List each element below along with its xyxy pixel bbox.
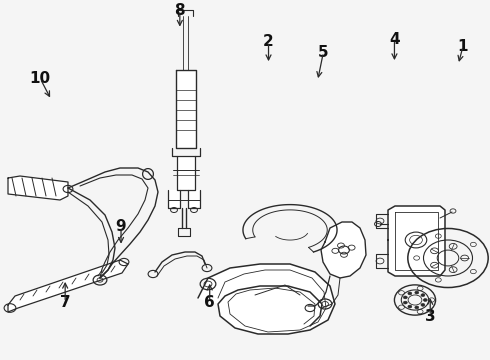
Text: 5: 5: [318, 45, 329, 60]
Polygon shape: [321, 222, 366, 278]
Circle shape: [415, 291, 419, 294]
Polygon shape: [388, 206, 445, 276]
Polygon shape: [8, 176, 68, 200]
Circle shape: [408, 292, 412, 295]
Text: 10: 10: [29, 71, 51, 86]
Polygon shape: [198, 264, 335, 334]
Polygon shape: [188, 190, 200, 208]
Polygon shape: [8, 260, 128, 312]
Circle shape: [403, 296, 407, 299]
Polygon shape: [168, 190, 180, 208]
Text: 1: 1: [458, 39, 468, 54]
Circle shape: [415, 306, 419, 309]
Circle shape: [421, 294, 425, 297]
Text: 4: 4: [389, 32, 400, 47]
Circle shape: [423, 298, 427, 301]
Text: 8: 8: [174, 3, 185, 18]
Circle shape: [408, 305, 412, 308]
Polygon shape: [176, 70, 196, 148]
Text: 2: 2: [263, 34, 274, 49]
Text: 6: 6: [204, 295, 215, 310]
Text: 7: 7: [60, 295, 71, 310]
Polygon shape: [177, 156, 195, 190]
Text: 3: 3: [425, 309, 436, 324]
Circle shape: [421, 303, 425, 306]
Circle shape: [403, 301, 407, 304]
Text: 9: 9: [116, 219, 126, 234]
